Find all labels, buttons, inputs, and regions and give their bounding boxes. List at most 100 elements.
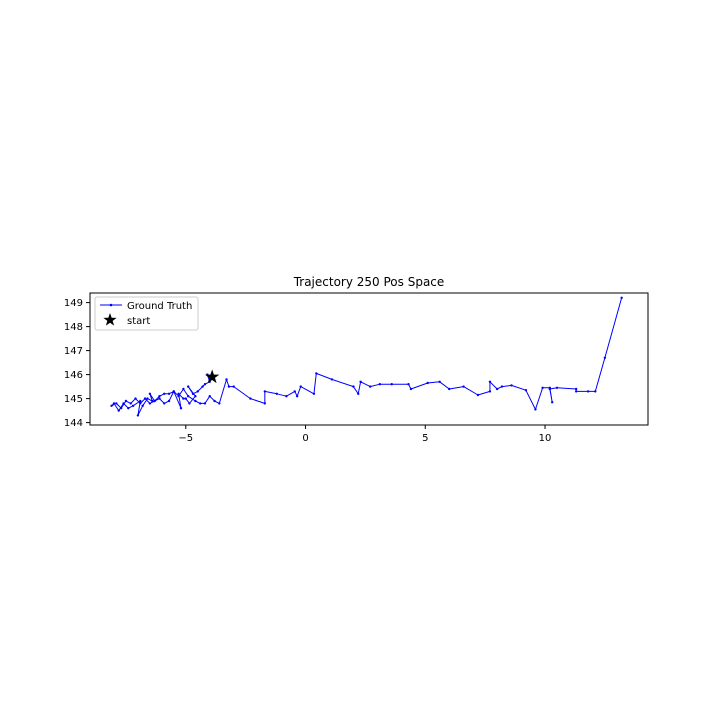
data-point-ground-truth (151, 399, 154, 403)
x-tick-label: −5 (178, 433, 193, 444)
data-point-ground-truth (172, 390, 176, 393)
data-point-ground-truth (201, 385, 204, 388)
data-point-ground-truth (139, 402, 142, 405)
data-point-ground-truth (359, 380, 362, 383)
data-point-ground-truth (225, 378, 228, 381)
data-point-ground-truth (232, 385, 235, 388)
data-point-ground-truth (500, 385, 504, 388)
data-point-ground-truth (541, 386, 544, 389)
data-point-ground-truth (110, 404, 113, 407)
data-point-ground-truth (143, 397, 147, 400)
legend-star-marker (103, 313, 117, 326)
data-point-ground-truth (548, 387, 552, 391)
data-point-ground-truth (263, 390, 267, 393)
data-point-ground-truth (167, 399, 171, 403)
y-tick-label: 148 (64, 322, 83, 333)
data-point-ground-truth (158, 397, 161, 400)
y-axis: 144 145 146 147 148 149 (64, 298, 90, 429)
data-point-ground-truth (136, 414, 140, 417)
legend: Ground Truth start (94, 296, 199, 331)
data-point-ground-truth (285, 395, 288, 398)
data-point-ground-truth (603, 356, 607, 359)
data-point-ground-truth (184, 397, 187, 400)
data-point-ground-truth (117, 409, 120, 412)
data-point-ground-truth (148, 392, 152, 395)
data-point-ground-truth (134, 397, 137, 400)
data-point-ground-truth (194, 395, 197, 398)
x-axis: −5 0 5 10 (178, 425, 551, 444)
data-point-ground-truth (555, 386, 559, 389)
data-point-ground-truth (409, 387, 413, 391)
data-point-ground-truth (119, 407, 123, 410)
data-point-ground-truth (293, 390, 296, 393)
data-point-ground-truth (196, 390, 199, 393)
data-point-ground-truth (510, 384, 513, 387)
y-tick-label: 146 (64, 370, 83, 381)
data-point-ground-truth (167, 392, 171, 395)
data-point-ground-truth (177, 395, 180, 398)
data-point-ground-truth (141, 404, 144, 407)
legend-label-ground-truth: Ground Truth (127, 301, 192, 312)
x-tick-label: 10 (539, 433, 552, 444)
data-point-ground-truth (122, 402, 125, 405)
data-point-ground-truth (275, 392, 278, 395)
data-point-ground-truth (574, 387, 578, 391)
data-point-ground-truth (148, 402, 152, 405)
y-tick-label: 149 (64, 298, 83, 309)
data-point-ground-truth (112, 402, 116, 405)
data-point-ground-truth (390, 383, 393, 386)
data-point-ground-truth (312, 392, 316, 395)
data-point-ground-truth (263, 402, 267, 405)
data-point-ground-truth (448, 387, 451, 391)
data-point-ground-truth (179, 407, 183, 410)
data-point-ground-truth (495, 387, 499, 391)
data-point-ground-truth (462, 385, 465, 388)
data-point-ground-truth (218, 402, 221, 405)
x-tick-label: 5 (422, 433, 428, 444)
data-point-ground-truth (368, 385, 372, 388)
data-point-ground-truth (208, 395, 211, 398)
data-point-ground-truth (182, 397, 185, 400)
data-point-ground-truth (186, 385, 190, 388)
data-point-ground-truth (227, 385, 231, 388)
data-point-ground-truth (352, 385, 355, 388)
data-point-ground-truth (299, 385, 302, 388)
data-point-ground-truth (131, 404, 135, 407)
data-point-ground-truth (186, 395, 190, 398)
data-point-ground-truth (194, 399, 197, 403)
y-tick-label: 147 (64, 346, 83, 357)
data-point-ground-truth (203, 383, 207, 386)
data-point-ground-truth (438, 380, 441, 383)
y-tick-label: 144 (64, 418, 83, 429)
data-point-ground-truth (586, 390, 590, 393)
data-point-ground-truth (203, 402, 207, 405)
legend-marker-ground-truth (109, 303, 113, 307)
data-point-ground-truth (488, 390, 492, 393)
series-layer (110, 296, 623, 417)
data-point-ground-truth (177, 392, 180, 395)
data-point-ground-truth (153, 399, 156, 403)
y-tick-label: 145 (64, 394, 83, 405)
data-point-ground-truth (357, 392, 360, 395)
data-point-ground-truth (191, 392, 195, 395)
data-point-ground-truth (330, 378, 334, 381)
data-point-ground-truth (295, 395, 299, 398)
data-point-ground-truth (620, 296, 623, 299)
data-point-ground-truth (163, 402, 166, 405)
data-point-ground-truth (315, 372, 318, 375)
data-point-ground-truth (574, 390, 578, 393)
start-star-marker (205, 369, 220, 384)
data-point-ground-truth (198, 402, 202, 405)
data-point-ground-truth (124, 399, 128, 403)
data-point-ground-truth (551, 401, 554, 404)
data-point-ground-truth (129, 402, 132, 405)
data-point-ground-truth (249, 397, 252, 400)
data-point-ground-truth (146, 397, 149, 400)
data-point-ground-truth (524, 389, 528, 392)
data-point-ground-truth (407, 383, 410, 386)
data-point-ground-truth (213, 399, 216, 403)
data-point-ground-truth (594, 390, 597, 393)
data-point-ground-truth (158, 395, 161, 398)
data-point-ground-truth (115, 402, 118, 405)
data-point-ground-truth (476, 393, 480, 397)
